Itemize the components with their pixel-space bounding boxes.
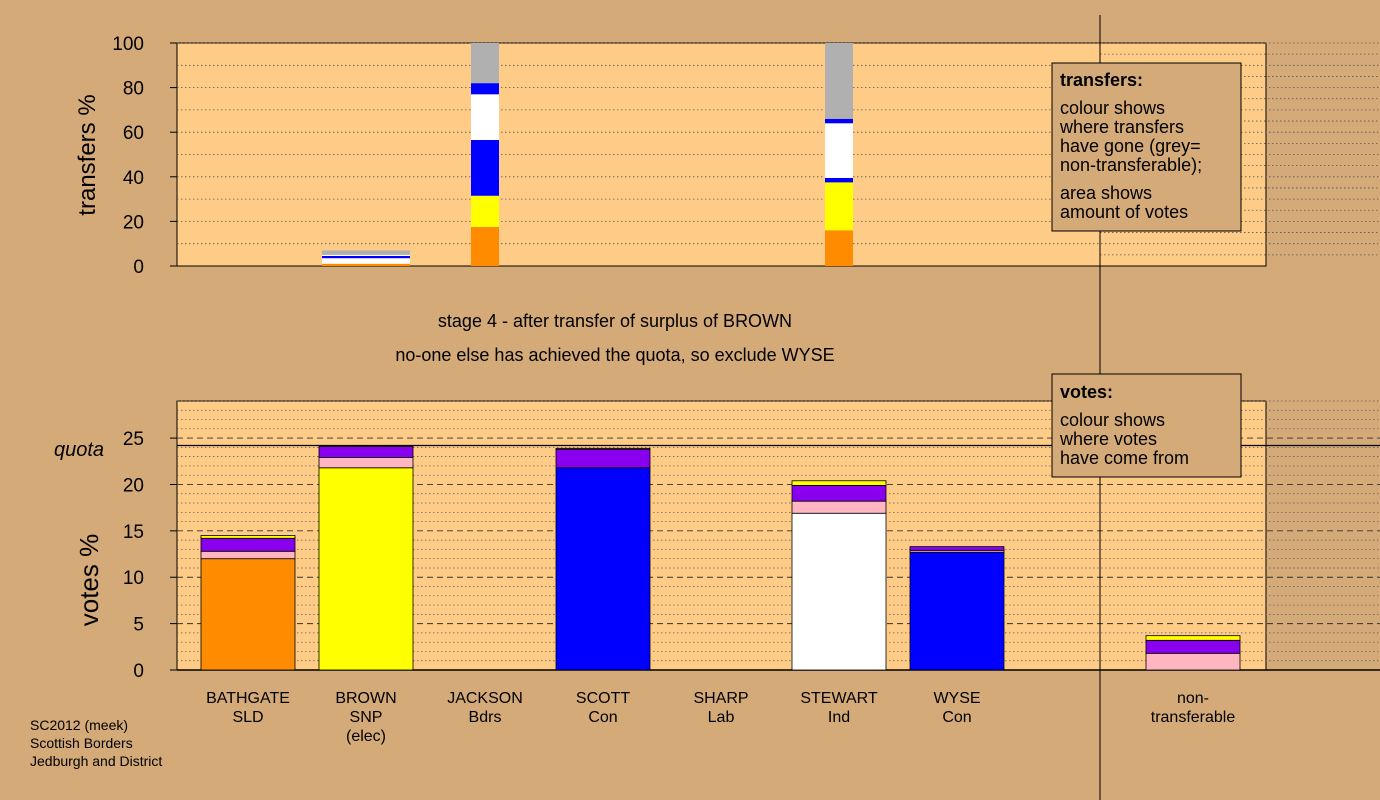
votes-tick-label: 25 bbox=[123, 429, 144, 450]
candidate-label: JACKSON bbox=[447, 690, 523, 707]
transfer-segment bbox=[322, 263, 410, 266]
candidate-label: SHARP bbox=[693, 690, 748, 707]
vote-segment bbox=[909, 551, 1005, 671]
vote-segment bbox=[200, 550, 296, 560]
vote-segment bbox=[791, 480, 887, 486]
transfer-segment bbox=[825, 182, 853, 231]
vote-segment bbox=[1145, 639, 1241, 654]
candidate-label: BATHGATE bbox=[206, 690, 290, 707]
transfers-bars bbox=[322, 43, 853, 266]
vote-segment bbox=[318, 457, 414, 469]
candidate-label: WYSE bbox=[933, 690, 980, 707]
votes-tick-label: 0 bbox=[133, 661, 144, 682]
vote-segment bbox=[200, 558, 296, 671]
candidate-label: non- bbox=[1177, 690, 1209, 707]
votes-legend-title: votes: bbox=[1060, 382, 1113, 402]
vote-segment bbox=[791, 485, 887, 502]
votes-panel: 0 5 10 15 20 25 BATHGATE SLD BROWN SNP (elec) JACK… bbox=[54, 400, 1380, 745]
exclude-annotation: no-one else has achieved the quota, so e… bbox=[395, 345, 834, 365]
transfer-segment bbox=[825, 230, 853, 266]
transfers-tick-label: 80 bbox=[123, 79, 144, 100]
candidate-label: Con bbox=[942, 709, 971, 726]
transfer-segment bbox=[825, 123, 853, 178]
candidate-label: Con bbox=[588, 709, 617, 726]
transfer-segment bbox=[471, 43, 499, 84]
transfers-y-axis-label: transfers % bbox=[74, 94, 101, 215]
candidate-label: (elec) bbox=[346, 728, 386, 745]
transfers-tick-label: 60 bbox=[123, 123, 144, 144]
transfer-segment bbox=[825, 177, 853, 183]
vote-segment bbox=[318, 446, 414, 458]
transfer-segment bbox=[322, 250, 410, 255]
votes-tick-label: 20 bbox=[123, 475, 144, 496]
transfer-segment bbox=[322, 254, 410, 256]
votes-tick-label: 10 bbox=[123, 568, 144, 589]
vote-segment bbox=[200, 537, 296, 552]
transfer-segment bbox=[471, 94, 499, 141]
candidate-label: Lab bbox=[708, 709, 735, 726]
votes-legend-line: where votes bbox=[1059, 429, 1157, 449]
transfers-legend-title: transfers: bbox=[1060, 70, 1143, 90]
transfers-tick-label: 100 bbox=[112, 34, 144, 55]
candidate-labels: BATHGATE SLD BROWN SNP (elec) JACKSON Bdrs SCOT… bbox=[206, 690, 1235, 745]
candidate-label: BROWN bbox=[335, 690, 396, 707]
vote-segment bbox=[555, 467, 651, 671]
source-footer: SC2012 (meek) Scottish Borders Jedburgh … bbox=[30, 716, 162, 770]
vote-segment bbox=[791, 512, 887, 671]
candidate-label: SLD bbox=[232, 709, 263, 726]
footer-line: Jedburgh and District bbox=[30, 753, 163, 769]
vote-segment bbox=[555, 448, 651, 469]
candidate-label: Bdrs bbox=[469, 709, 502, 726]
votes-y-axis-label: votes % bbox=[74, 534, 104, 627]
footer-line: Scottish Borders bbox=[30, 735, 133, 751]
transfers-legend-line: amount of votes bbox=[1060, 202, 1188, 222]
transfers-legend: transfers: colour shows where transfers … bbox=[1051, 62, 1242, 232]
transfers-legend-box bbox=[1051, 62, 1242, 232]
quota-label: quota bbox=[54, 439, 104, 461]
transfers-legend-line: have gone (grey= bbox=[1060, 136, 1201, 156]
transfers-legend-line: area shows bbox=[1060, 183, 1152, 203]
transfers-legend-line: non-transferable); bbox=[1060, 155, 1202, 175]
transfer-segment bbox=[825, 118, 853, 124]
votes-legend-line: have come from bbox=[1060, 448, 1189, 468]
transfers-tick-label: 0 bbox=[133, 257, 144, 278]
vote-segment bbox=[1145, 652, 1241, 671]
transfers-tick-label: 20 bbox=[123, 212, 144, 233]
transfer-segment bbox=[322, 258, 410, 264]
transfers-legend-line: colour shows bbox=[1060, 98, 1165, 118]
stage-annotation: stage 4 - after transfer of surplus of B… bbox=[438, 311, 792, 331]
vote-segment bbox=[318, 467, 414, 671]
footer-line: SC2012 (meek) bbox=[30, 717, 129, 733]
vote-segment bbox=[1145, 635, 1241, 641]
transfer-segment bbox=[471, 226, 499, 266]
votes-bars bbox=[200, 446, 1241, 671]
transfer-segment bbox=[322, 255, 410, 259]
candidate-label: STEWART bbox=[800, 690, 878, 707]
transfers-y-ticks: 0 20 40 60 80 100 bbox=[112, 34, 177, 278]
candidate-label: Ind bbox=[828, 709, 850, 726]
transfers-legend-line: where transfers bbox=[1059, 117, 1184, 137]
vote-segment bbox=[791, 500, 887, 514]
vote-segment bbox=[200, 535, 296, 539]
votes-tick-label: 15 bbox=[123, 522, 144, 543]
votes-y-ticks: 0 5 10 15 20 25 bbox=[123, 429, 177, 682]
candidate-label: SNP bbox=[350, 709, 383, 726]
transfer-segment bbox=[471, 83, 499, 95]
transfer-segment bbox=[471, 195, 499, 227]
candidate-label: SCOTT bbox=[576, 690, 630, 707]
vote-segment bbox=[555, 447, 651, 450]
votes-legend: votes: colour shows where votes have com… bbox=[1051, 373, 1242, 478]
votes-legend-box bbox=[1051, 373, 1242, 478]
votes-legend-line: colour shows bbox=[1060, 410, 1165, 430]
transfer-segment bbox=[471, 140, 499, 196]
transfer-segment bbox=[825, 43, 853, 119]
votes-tick-label: 5 bbox=[133, 615, 144, 636]
candidate-label: transferable bbox=[1151, 709, 1236, 726]
transfers-tick-label: 40 bbox=[123, 168, 144, 189]
vote-segment bbox=[909, 546, 1005, 551]
